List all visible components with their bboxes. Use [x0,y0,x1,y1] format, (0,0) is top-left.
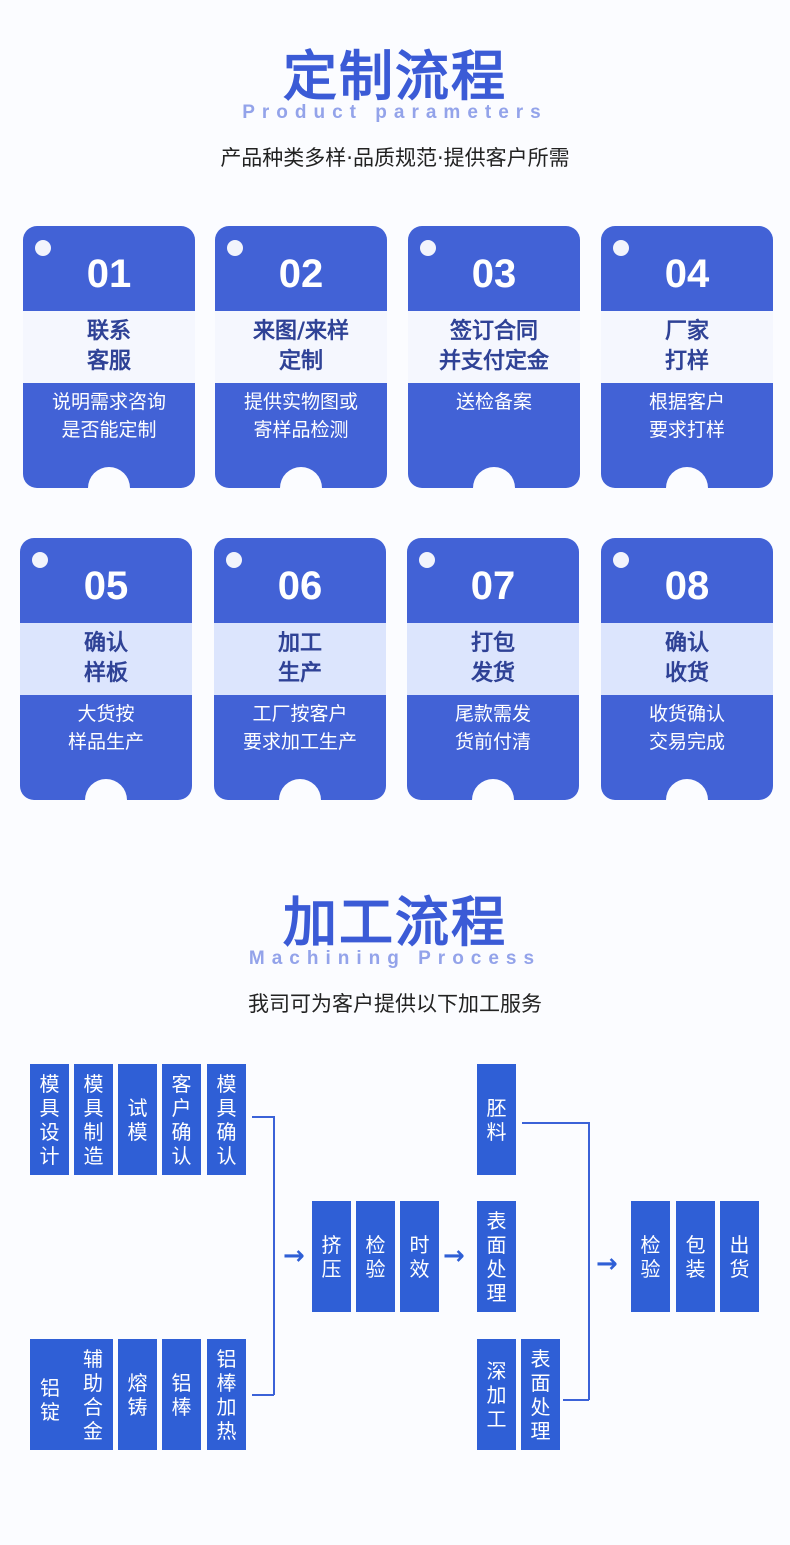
step-title: 加工 生产 [214,623,386,695]
step-description: 送检备案 [455,391,532,413]
step-number: 06 [277,564,323,608]
step-blank: 胚料 [477,1064,516,1175]
step-card: 05 确认 样板 大货按 样品生产 [20,538,192,800]
section2-description: 我司可为客户提供以下加工服务 [248,992,542,1016]
step-mold-design: 模具设计 [30,1064,69,1175]
step-number: 07 [470,564,516,608]
step-aux-alloy: 辅助合金 [83,1346,103,1443]
step-title: 打包 发货 [407,623,579,695]
step-card: 04 厂家 打样 根据客户 要求打样 [601,226,773,488]
step-mold-making: 模具制造 [74,1064,113,1175]
connector-line [563,1399,589,1401]
dot-decoration [226,552,242,568]
step-surface-treatment-2: 表面处理 [521,1339,560,1450]
step-card: 08 确认 收货 收货确认 交易完成 [601,538,773,800]
step-casting: 熔铸 [118,1339,157,1450]
step-surface-treatment: 表面处理 [477,1201,516,1312]
step-description: 大货按 样品生产 [67,703,144,753]
step-extrusion: 挤压 [312,1201,351,1312]
step-packaging: 包装 [676,1201,715,1312]
step-description: 收货确认 交易完成 [648,703,725,753]
step-customer-confirm: 客户确认 [162,1064,201,1175]
step-title: 联系 客服 [23,311,195,383]
step-card: 03 签订合同 并支付定金 送检备案 [408,226,580,488]
step-aging: 时效 [400,1201,439,1312]
step-shipping: 出货 [720,1201,759,1312]
step-trial-mold: 试模 [118,1064,157,1175]
notch-decoration [666,779,708,800]
step-description: 提供实物图或 寄样品检测 [243,391,358,441]
connector-line [273,1116,275,1395]
step-number: 08 [664,564,710,608]
section2-subtitle: Machining Process [248,948,542,969]
connector-line [588,1122,590,1400]
step-ingot-alloy: 铝锭 辅助合金 [30,1339,113,1450]
step-number: 01 [86,252,132,296]
step-mold-confirm: 模具确认 [207,1064,246,1175]
step-deep-processing: 深加工 [477,1339,516,1450]
step-title: 签订合同 并支付定金 [408,311,580,383]
notch-decoration [666,467,708,488]
dot-decoration [613,552,629,568]
arrow-right-icon: → [443,1241,465,1271]
step-title: 确认 样板 [20,623,192,695]
dot-decoration [227,240,243,256]
arrow-right-icon: → [283,1241,305,1271]
dot-decoration [420,240,436,256]
step-billet: 铝棒 [162,1339,201,1450]
step-description: 说明需求咨询 是否能定制 [51,391,166,441]
step-final-inspection: 检验 [631,1201,670,1312]
section2-title: 加工流程 [283,891,507,954]
step-billet-heating: 铝棒加热 [207,1339,246,1450]
step-card: 02 来图/来样 定制 提供实物图或 寄样品检测 [215,226,387,488]
dot-decoration [613,240,629,256]
step-number: 03 [471,252,517,296]
step-card: 07 打包 发货 尾款需发 货前付清 [407,538,579,800]
step-title: 确认 收货 [601,623,773,695]
step-ingot: 铝锭 [40,1375,60,1424]
notch-decoration [88,467,130,488]
step-description: 工厂按客户 要求加工生产 [242,703,357,753]
section1-title: 定制流程 [283,45,507,108]
connector-line [522,1122,589,1124]
step-title: 来图/来样 定制 [215,311,387,383]
step-number: 05 [83,564,129,608]
notch-decoration [280,467,322,488]
section1-description: 产品种类多样·品质规范·提供客户所需 [220,146,570,170]
step-title: 厂家 打样 [601,311,773,383]
connector-line [252,1394,274,1396]
dot-decoration [32,552,48,568]
step-card: 06 加工 生产 工厂按客户 要求加工生产 [214,538,386,800]
notch-decoration [85,779,127,800]
arrow-right-icon: → [596,1249,618,1279]
step-inspection: 检验 [356,1201,395,1312]
dot-decoration [419,552,435,568]
step-description: 根据客户 要求打样 [648,391,725,441]
dot-decoration [35,240,51,256]
notch-decoration [472,779,514,800]
step-description: 尾款需发 货前付清 [454,703,531,753]
step-number: 04 [664,252,710,296]
notch-decoration [279,779,321,800]
step-number: 02 [278,252,324,296]
step-card: 01 联系 客服 说明需求咨询 是否能定制 [23,226,195,488]
notch-decoration [473,467,515,488]
connector-line [252,1116,274,1118]
section1-subtitle: Product parameters [242,102,548,123]
